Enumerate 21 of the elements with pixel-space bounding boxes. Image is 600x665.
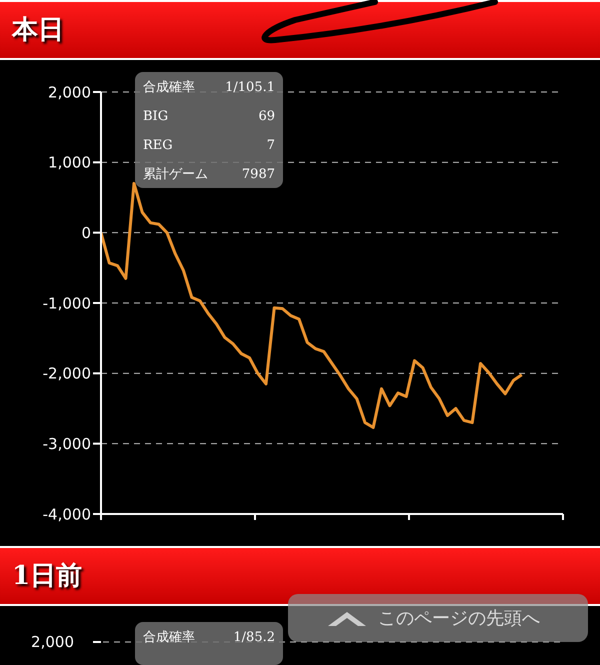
page-top-button: このページの先頭へ: [288, 594, 588, 642]
annotation: 7: [266, 138, 275, 152]
annotation: 69: [258, 108, 275, 124]
y-tick-label: 0: [81, 224, 91, 242]
y-tick-label: -3,000: [42, 434, 91, 453]
y-tick-label: 2,000: [48, 83, 91, 102]
y-tick-label: -4,000: [42, 505, 91, 524]
text: 1日前: [12, 560, 82, 593]
y-tick-label: 1,000: [48, 154, 91, 172]
annotation: 1/105.1: [225, 80, 275, 94]
annotation: 累計ゲーム: [143, 166, 208, 183]
chart-title: 本日: [12, 14, 64, 47]
info-box: 合成確率 1/85.2: [135, 622, 283, 665]
y-tick-label: -2,000: [42, 364, 91, 383]
line-series: [101, 182, 524, 429]
annotation: BIG: [143, 108, 168, 124]
text: 2,000: [31, 633, 74, 651]
annotation: 合成確率: [143, 79, 195, 96]
annotation: REG: [143, 138, 173, 152]
y-tick-label: -1,000: [42, 294, 91, 312]
annotation: 7987: [242, 166, 275, 182]
